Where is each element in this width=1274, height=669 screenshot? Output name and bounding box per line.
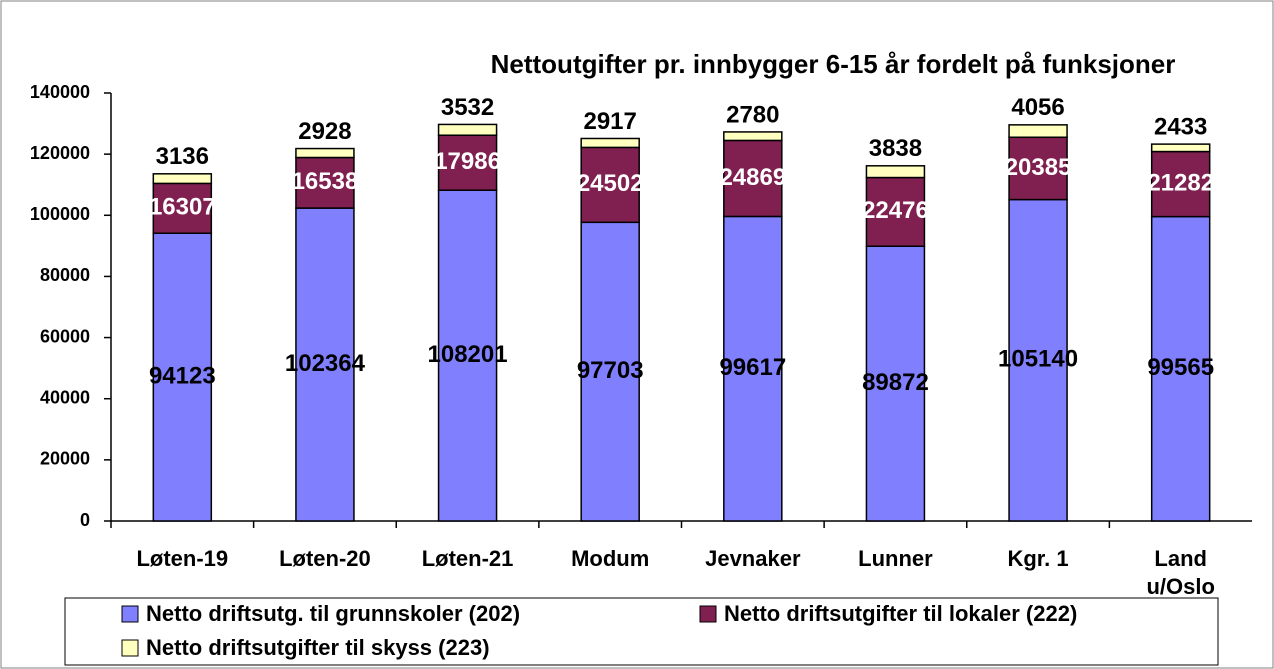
- bar-segment: [865, 176, 926, 247]
- bar-segment: [865, 245, 926, 522]
- bar-segment: [1008, 124, 1068, 139]
- data-label: 3532: [441, 94, 494, 121]
- data-label: 4056: [1011, 94, 1064, 121]
- data-label: 2928: [298, 118, 351, 145]
- data-label: 99565: [1147, 354, 1214, 381]
- data-label: 108201: [428, 341, 508, 368]
- bar-segment: [1150, 150, 1211, 218]
- data-label: 97703: [577, 357, 644, 384]
- y-tick-label: 60000: [40, 326, 90, 346]
- data-label: 2780: [726, 101, 779, 128]
- bar-segment: [865, 165, 926, 179]
- data-label: 102364: [285, 350, 366, 377]
- x-tick-label: Modum: [571, 546, 650, 571]
- legend-box: [64, 597, 1219, 666]
- data-label: 3838: [869, 135, 922, 162]
- data-label: 3136: [156, 143, 209, 170]
- data-label: 24869: [719, 164, 786, 191]
- x-tick-label: Jevnaker: [705, 546, 801, 571]
- bar-segment: [295, 207, 355, 522]
- data-label: 94123: [149, 362, 216, 389]
- y-tick-label: 40000: [40, 387, 90, 407]
- y-tick-label: 0: [80, 510, 90, 530]
- bar-segment: [723, 139, 783, 218]
- bar-segment: [723, 215, 783, 522]
- bar-segment: [152, 173, 213, 185]
- legend-swatch: [121, 605, 139, 623]
- data-label: 99617: [719, 354, 786, 381]
- y-tick-label: 20000: [40, 449, 90, 469]
- legend-label: Netto driftsutgifter til skyss (223): [146, 635, 490, 660]
- y-tick-label: 140000: [30, 82, 90, 102]
- bar-segment: [295, 156, 355, 209]
- x-tick-label: Lunner: [858, 546, 933, 571]
- data-label: 16307: [149, 194, 216, 221]
- bar-segment: [437, 189, 498, 522]
- bar-segment: [437, 134, 498, 191]
- data-label: 2433: [1154, 113, 1207, 140]
- data-label: 21282: [1147, 169, 1214, 196]
- bar-segment: [152, 232, 213, 522]
- x-tick-label: Løten-19: [136, 546, 229, 571]
- y-tick-label: 120000: [30, 143, 90, 163]
- bar-segment: [1008, 136, 1068, 201]
- chart-title: Nettoutgifter pr. innbygger 6-15 år ford…: [491, 49, 1176, 79]
- y-tick-label: 80000: [40, 265, 90, 285]
- data-label: 89872: [862, 369, 929, 396]
- x-tick-label: Land u/Oslo: [1146, 546, 1215, 599]
- bar-segment: [580, 221, 640, 522]
- bar-segment: [580, 146, 640, 224]
- bar-segment: [437, 123, 498, 136]
- data-label: 24502: [577, 170, 644, 197]
- data-label: 16538: [292, 168, 359, 195]
- data-label: 105140: [998, 346, 1078, 373]
- bar-segment: [1150, 143, 1211, 153]
- bar-segment: [1008, 198, 1068, 522]
- bar-segment: [295, 147, 355, 159]
- legend-swatch: [699, 605, 717, 623]
- y-tick-label: 100000: [30, 204, 90, 224]
- legend-swatch: [121, 639, 139, 657]
- x-tick-label: Kgr. 1: [1007, 546, 1069, 571]
- legend-label: Netto driftsutg. til grunnskoler (202): [146, 601, 520, 626]
- legend-label: Netto driftsutgifter til lokaler (222): [724, 601, 1077, 626]
- data-label: 20385: [1005, 154, 1072, 181]
- data-label: 22476: [862, 197, 929, 224]
- x-tick-label: Løten-20: [279, 546, 371, 571]
- bar-segment: [580, 137, 640, 149]
- x-tick-label: Løten-21: [421, 546, 514, 571]
- data-label: 17986: [434, 148, 501, 175]
- bar-segment: [723, 131, 783, 142]
- data-label: 2917: [583, 108, 636, 135]
